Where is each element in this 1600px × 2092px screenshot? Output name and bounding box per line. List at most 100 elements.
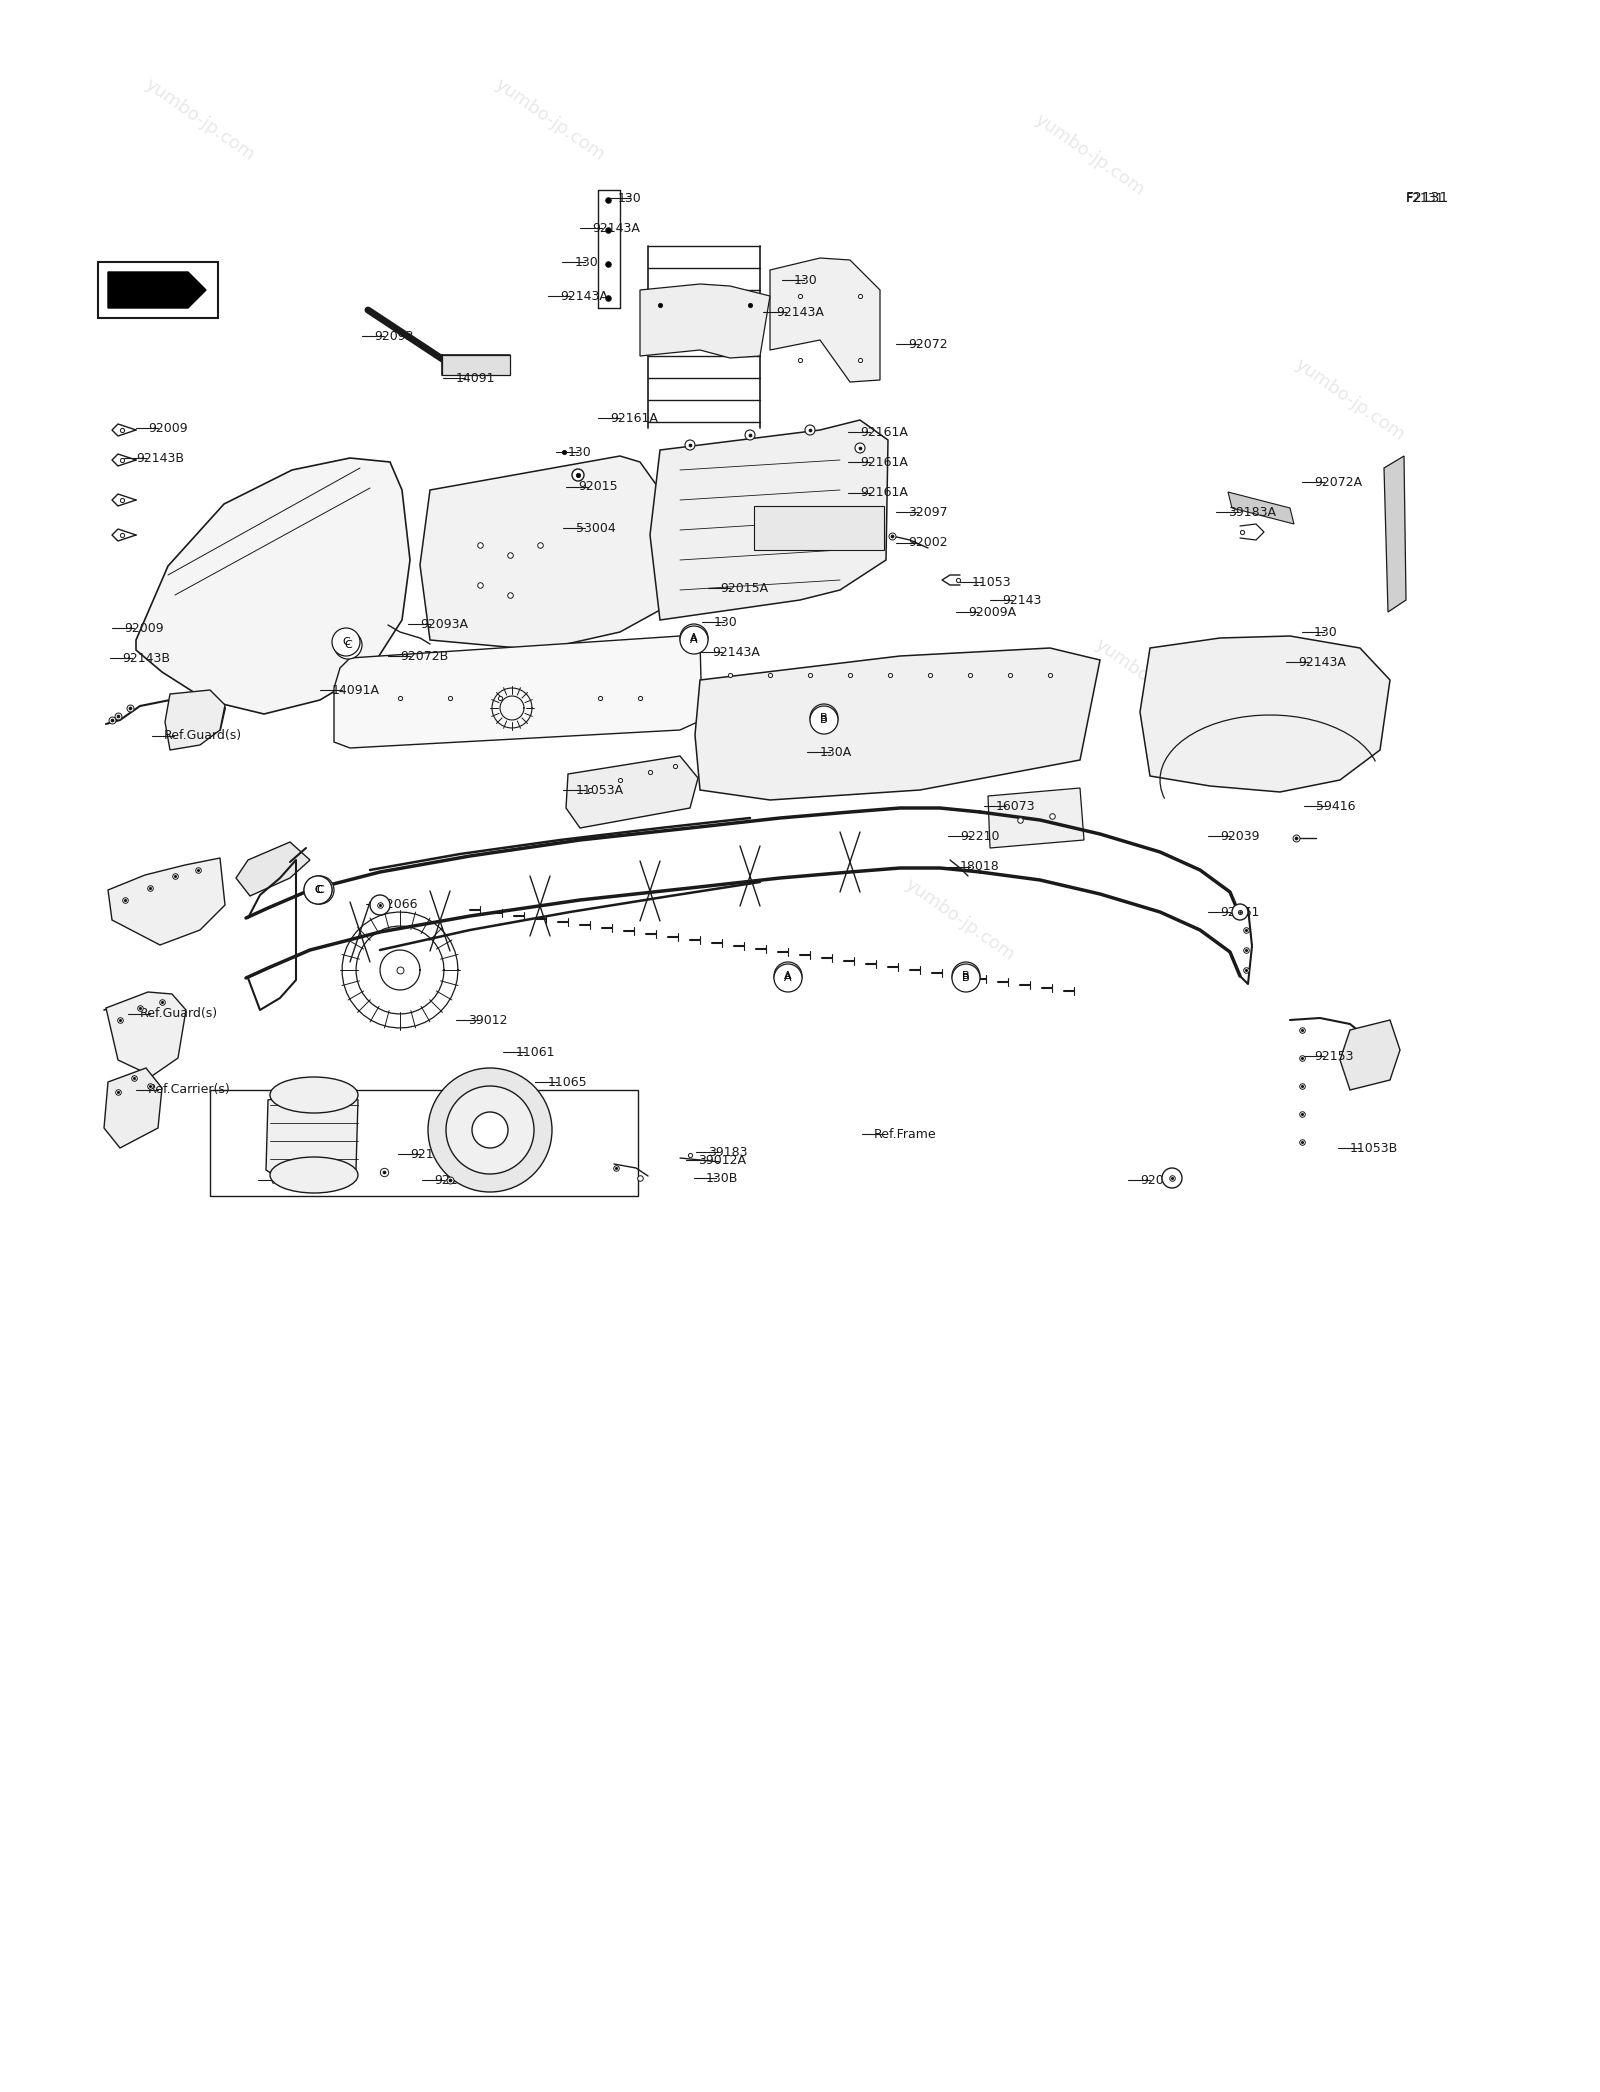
Circle shape bbox=[810, 705, 838, 732]
Text: 92210: 92210 bbox=[960, 831, 1000, 843]
Circle shape bbox=[304, 877, 333, 904]
Polygon shape bbox=[104, 1069, 162, 1149]
Text: 39183: 39183 bbox=[707, 1146, 747, 1159]
Text: C: C bbox=[317, 885, 323, 895]
Text: yumbo-jp.com: yumbo-jp.com bbox=[1032, 111, 1149, 199]
Circle shape bbox=[952, 962, 979, 990]
Text: B: B bbox=[821, 713, 827, 724]
Text: 92161A: 92161A bbox=[861, 425, 907, 439]
Text: 92143A: 92143A bbox=[560, 289, 608, 303]
Polygon shape bbox=[1341, 1021, 1400, 1090]
Text: 92066: 92066 bbox=[378, 897, 418, 910]
Polygon shape bbox=[266, 1090, 358, 1180]
Polygon shape bbox=[640, 285, 770, 358]
Text: 11065: 11065 bbox=[547, 1075, 587, 1088]
Text: 92143B: 92143B bbox=[122, 651, 170, 665]
Text: 130: 130 bbox=[618, 192, 642, 205]
Text: A: A bbox=[690, 636, 698, 644]
Text: 14091: 14091 bbox=[456, 372, 496, 385]
Text: 130: 130 bbox=[1314, 626, 1338, 638]
Polygon shape bbox=[566, 755, 698, 828]
Text: Ref.Guard(s): Ref.Guard(s) bbox=[165, 730, 242, 743]
Circle shape bbox=[774, 964, 802, 992]
Ellipse shape bbox=[429, 1069, 552, 1192]
Text: 11061: 11061 bbox=[515, 1046, 555, 1059]
Polygon shape bbox=[419, 456, 661, 651]
Polygon shape bbox=[1139, 636, 1390, 793]
Text: C: C bbox=[314, 885, 322, 895]
Text: 32097: 32097 bbox=[909, 506, 947, 519]
Ellipse shape bbox=[746, 431, 755, 439]
Text: 92161: 92161 bbox=[1221, 906, 1259, 918]
Text: C: C bbox=[342, 636, 350, 646]
Circle shape bbox=[680, 623, 707, 653]
Text: 92143A: 92143A bbox=[712, 646, 760, 659]
Text: 92143A: 92143A bbox=[592, 222, 640, 234]
Text: 18018: 18018 bbox=[960, 860, 1000, 874]
Text: Ref.Frame: Ref.Frame bbox=[874, 1128, 936, 1140]
Polygon shape bbox=[109, 272, 206, 308]
Polygon shape bbox=[694, 649, 1101, 799]
Text: C: C bbox=[314, 885, 322, 895]
Circle shape bbox=[680, 626, 707, 655]
Text: A: A bbox=[690, 634, 698, 642]
Polygon shape bbox=[1384, 456, 1406, 613]
Text: B: B bbox=[962, 971, 970, 981]
Text: B: B bbox=[821, 715, 827, 726]
Polygon shape bbox=[237, 841, 310, 895]
Ellipse shape bbox=[1162, 1167, 1182, 1188]
Text: 39012A: 39012A bbox=[698, 1153, 746, 1167]
Text: 130A: 130A bbox=[819, 745, 853, 759]
Text: 92093: 92093 bbox=[374, 331, 413, 343]
Circle shape bbox=[810, 705, 838, 734]
Polygon shape bbox=[1229, 492, 1294, 523]
Text: 130: 130 bbox=[568, 446, 592, 458]
Polygon shape bbox=[136, 458, 410, 713]
Text: Ref.Guard(s): Ref.Guard(s) bbox=[141, 1008, 218, 1021]
Text: 92009: 92009 bbox=[125, 621, 163, 634]
Ellipse shape bbox=[270, 1077, 358, 1113]
Circle shape bbox=[306, 877, 334, 904]
Text: 92072B: 92072B bbox=[400, 649, 448, 663]
Bar bbox=[210, 1090, 638, 1197]
Text: 11053A: 11053A bbox=[576, 784, 624, 797]
Text: 92161A: 92161A bbox=[610, 412, 658, 425]
Circle shape bbox=[334, 632, 362, 659]
Text: 39183A: 39183A bbox=[1229, 506, 1277, 519]
Text: 92066: 92066 bbox=[1139, 1174, 1179, 1186]
Text: 14091A: 14091A bbox=[333, 684, 381, 697]
Text: 92161A: 92161A bbox=[861, 456, 907, 469]
Ellipse shape bbox=[1232, 904, 1248, 920]
Polygon shape bbox=[770, 257, 880, 383]
Text: 92143A: 92143A bbox=[776, 305, 824, 318]
Text: 39012: 39012 bbox=[467, 1013, 507, 1027]
Polygon shape bbox=[106, 992, 186, 1075]
Text: 16073: 16073 bbox=[995, 799, 1035, 812]
Text: 92072A: 92072A bbox=[1314, 475, 1362, 490]
Text: 92009: 92009 bbox=[147, 420, 187, 435]
Text: 130: 130 bbox=[714, 615, 738, 628]
Text: 130B: 130B bbox=[706, 1172, 738, 1184]
Text: 130: 130 bbox=[794, 274, 818, 287]
Text: 92152: 92152 bbox=[434, 1174, 474, 1186]
Text: 59416: 59416 bbox=[1315, 799, 1355, 812]
Ellipse shape bbox=[805, 425, 814, 435]
Text: B: B bbox=[962, 973, 970, 983]
Text: Ref.Carrier(s): Ref.Carrier(s) bbox=[147, 1084, 230, 1096]
Ellipse shape bbox=[446, 1086, 534, 1174]
Text: 92143: 92143 bbox=[1002, 594, 1042, 607]
Text: 92143A: 92143A bbox=[1298, 655, 1346, 669]
Text: 92072: 92072 bbox=[909, 337, 947, 351]
Text: FRONT: FRONT bbox=[115, 282, 170, 297]
Text: 92015A: 92015A bbox=[720, 582, 768, 594]
Text: 92009A: 92009A bbox=[968, 605, 1016, 619]
Polygon shape bbox=[109, 858, 226, 946]
Ellipse shape bbox=[685, 439, 694, 450]
Polygon shape bbox=[442, 356, 510, 374]
Text: yumbo-jp.com: yumbo-jp.com bbox=[491, 75, 608, 165]
Bar bbox=[98, 262, 218, 318]
Ellipse shape bbox=[573, 469, 584, 481]
Text: 92161A: 92161A bbox=[861, 487, 907, 500]
Ellipse shape bbox=[472, 1113, 509, 1149]
Text: yumbo-jp.com: yumbo-jp.com bbox=[1091, 636, 1208, 724]
